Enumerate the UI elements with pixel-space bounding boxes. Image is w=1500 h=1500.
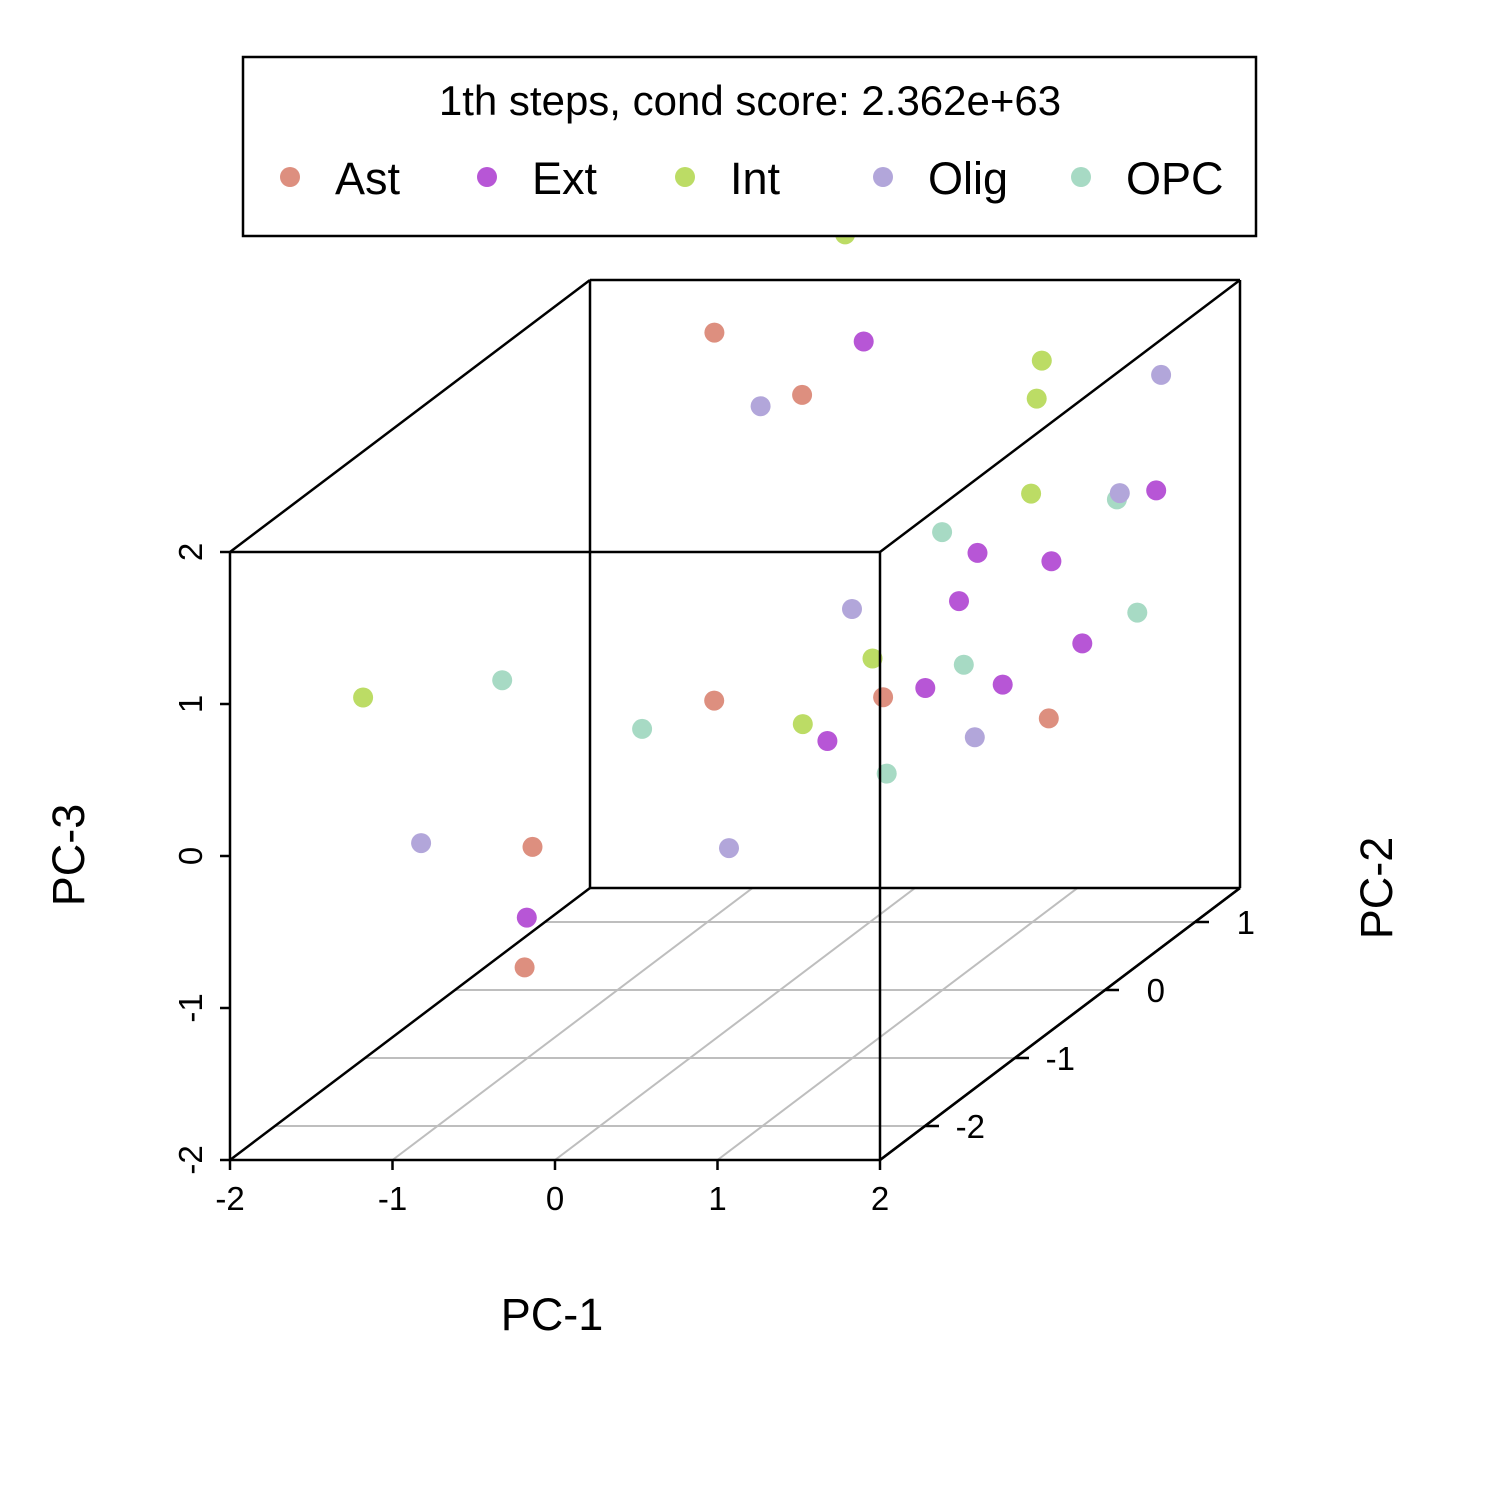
data-point-olig: [719, 838, 739, 859]
data-point-ast: [1038, 708, 1059, 729]
data-point-ext: [1072, 633, 1093, 654]
data-point-ast: [704, 690, 725, 711]
legend-items: Ast Ext Int Olig OPC: [280, 153, 1224, 204]
legend-item-olig: Olig: [873, 153, 1008, 204]
y-axis-label: PC-2: [1351, 837, 1402, 940]
data-point-olig: [750, 396, 771, 417]
data-point-ast: [873, 687, 894, 708]
chart-title: 1th steps, cond score: 2.362e+63: [439, 77, 1061, 124]
box-edge: [229, 279, 591, 553]
legend-label: Ext: [532, 153, 598, 204]
box-back-edges: [229, 278, 1242, 1161]
floor-grid-line-x: [716, 887, 1079, 1161]
legend-item-int: Int: [675, 153, 781, 204]
x-tick-label: 0: [546, 1180, 564, 1217]
data-point-opc: [932, 522, 953, 543]
y-axis-line: [879, 887, 1241, 1161]
data-point-ast: [514, 957, 535, 978]
y-tick-label: 1: [1237, 904, 1255, 941]
data-point-opc: [876, 763, 897, 784]
legend-label: Ast: [335, 153, 401, 204]
legend-label: Olig: [928, 153, 1008, 204]
legend-marker: [280, 167, 300, 187]
legend-marker: [675, 167, 695, 187]
legend-item-opc: OPC: [1071, 153, 1224, 204]
data-point-int: [353, 687, 374, 708]
data-point-int: [1026, 388, 1047, 409]
data-point-ext: [1146, 480, 1167, 501]
data-point-opc: [492, 670, 513, 691]
data-point-olig: [964, 727, 985, 748]
data-point-opc: [632, 718, 653, 739]
data-point-ext: [915, 678, 936, 698]
floor-grid-line-x: [391, 887, 754, 1161]
x-tick-label: -1: [378, 1180, 407, 1217]
data-point-int: [792, 714, 813, 735]
x-tick-label: -2: [215, 1180, 244, 1217]
z-tick-label: 1: [172, 695, 209, 713]
z-tick-label: -1: [172, 993, 209, 1022]
data-point-ast: [704, 322, 725, 343]
data-point-opc: [953, 654, 974, 675]
data-point-olig: [842, 599, 862, 619]
y-tick-label: 0: [1147, 972, 1165, 1009]
data-point-ext: [967, 542, 988, 563]
x-axis-label: PC-1: [501, 1289, 604, 1340]
box-edge: [229, 887, 591, 1161]
legend-label: OPC: [1126, 153, 1224, 204]
data-point-opc: [1127, 602, 1148, 623]
y-tick-label: -1: [1046, 1040, 1075, 1077]
axes-layer: -2 -1 0 1 2 -2 -1 0 1 2 -2 -1 0 1: [172, 543, 1255, 1217]
legend-item-ast: Ast: [280, 153, 401, 204]
data-point-ext: [949, 591, 969, 612]
floor-grid: [275, 887, 1195, 1161]
floor-grid-line-x: [554, 887, 916, 1161]
legend-marker: [1071, 167, 1091, 187]
data-point-ast: [792, 384, 813, 405]
legend-marker: [477, 167, 497, 187]
data-point-ext: [1041, 551, 1062, 572]
legend: 1th steps, cond score: 2.362e+63 Ast Ext I…: [241, 55, 1258, 238]
x-tick-label: 2: [871, 1180, 889, 1217]
legend-label: Int: [730, 153, 781, 204]
points-layer: [353, 224, 1172, 978]
box-edge: [879, 279, 1241, 553]
legend-box: [241, 55, 1258, 238]
box-front-edges: [228, 550, 882, 1162]
legend-marker: [873, 167, 893, 187]
y-tick-label: -2: [956, 1108, 985, 1145]
data-point-ext: [817, 731, 838, 751]
data-point-olig: [411, 833, 432, 854]
data-point-int: [1031, 350, 1052, 371]
x-tick-label: 1: [708, 1180, 726, 1217]
data-point-ast: [522, 836, 543, 857]
data-point-olig: [1151, 364, 1172, 385]
data-point-ext: [516, 907, 537, 928]
data-point-int: [862, 648, 883, 669]
data-point-olig: [1109, 483, 1130, 504]
z-tick-label: 0: [172, 847, 209, 865]
z-tick-label: 2: [172, 543, 209, 561]
legend-item-ext: Ext: [477, 153, 598, 204]
data-point-ext: [853, 331, 874, 352]
z-axis-label: PC-3: [43, 804, 94, 907]
data-point-ext: [992, 674, 1013, 695]
z-tick-label: -2: [172, 1145, 209, 1174]
data-point-int: [1021, 483, 1042, 504]
